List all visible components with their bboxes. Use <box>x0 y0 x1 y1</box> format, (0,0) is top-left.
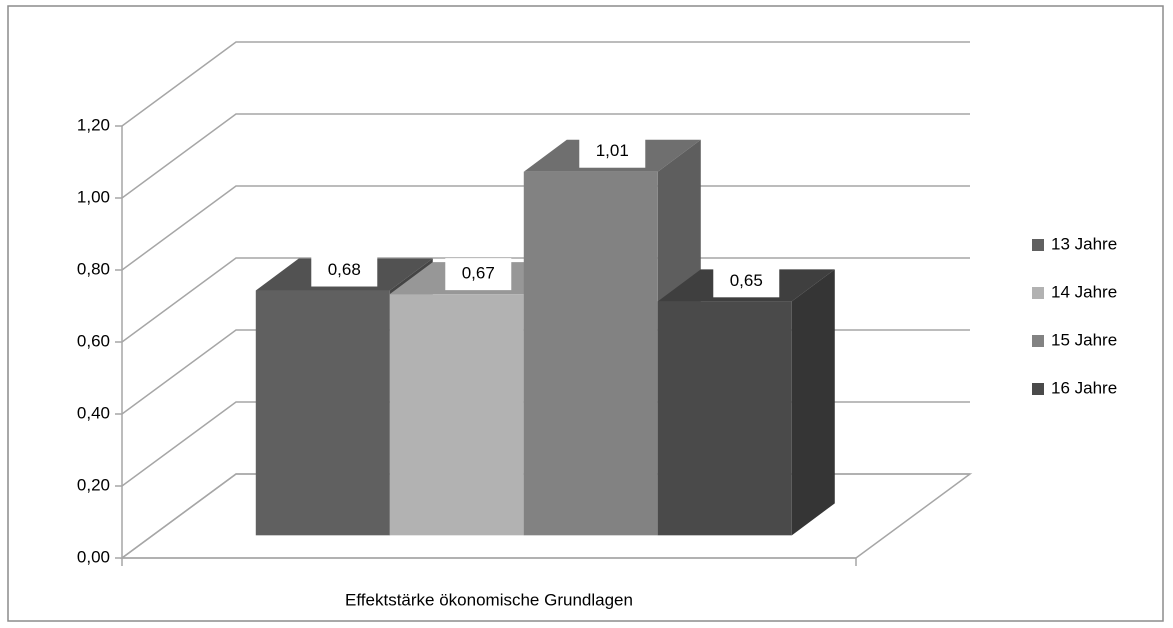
value-label-box <box>445 258 512 291</box>
x-tick-label: Effektstärke ökonomische Grundlagen <box>345 590 633 609</box>
y-tick-label: 0,20 <box>77 475 110 494</box>
grid-line <box>121 185 970 271</box>
value-label: 1,01 <box>596 141 629 160</box>
y-tick-label: 0,60 <box>77 331 110 350</box>
value-label: 0,65 <box>730 271 763 290</box>
grid-line <box>121 113 970 199</box>
grid-line <box>121 257 970 343</box>
legend-label: 15 Jahre <box>1051 330 1117 349</box>
y-tick-label: 1,00 <box>77 187 110 206</box>
y-tick-label: 0,40 <box>77 403 110 422</box>
y-tick-label: 1,20 <box>77 115 110 134</box>
legend-swatch <box>1032 239 1044 251</box>
value-label-box <box>579 135 646 168</box>
y-tick-label: 0,00 <box>77 547 110 566</box>
y-tick-label: 0,80 <box>77 259 110 278</box>
grid-line <box>121 41 970 127</box>
value-label-box <box>713 265 780 298</box>
legend-label: 16 Jahre <box>1051 378 1117 397</box>
legend-swatch <box>1032 383 1044 395</box>
bar <box>255 290 390 536</box>
bar-side <box>791 269 835 536</box>
bar <box>523 171 658 536</box>
legend-label: 13 Jahre <box>1051 234 1117 253</box>
bar <box>389 294 524 536</box>
value-label: 0,67 <box>462 264 495 283</box>
legend-label: 14 Jahre <box>1051 282 1117 301</box>
value-label-box <box>311 254 378 287</box>
legend-swatch <box>1032 287 1044 299</box>
bar <box>657 301 792 536</box>
value-label: 0,68 <box>328 260 361 279</box>
legend-swatch <box>1032 335 1044 347</box>
